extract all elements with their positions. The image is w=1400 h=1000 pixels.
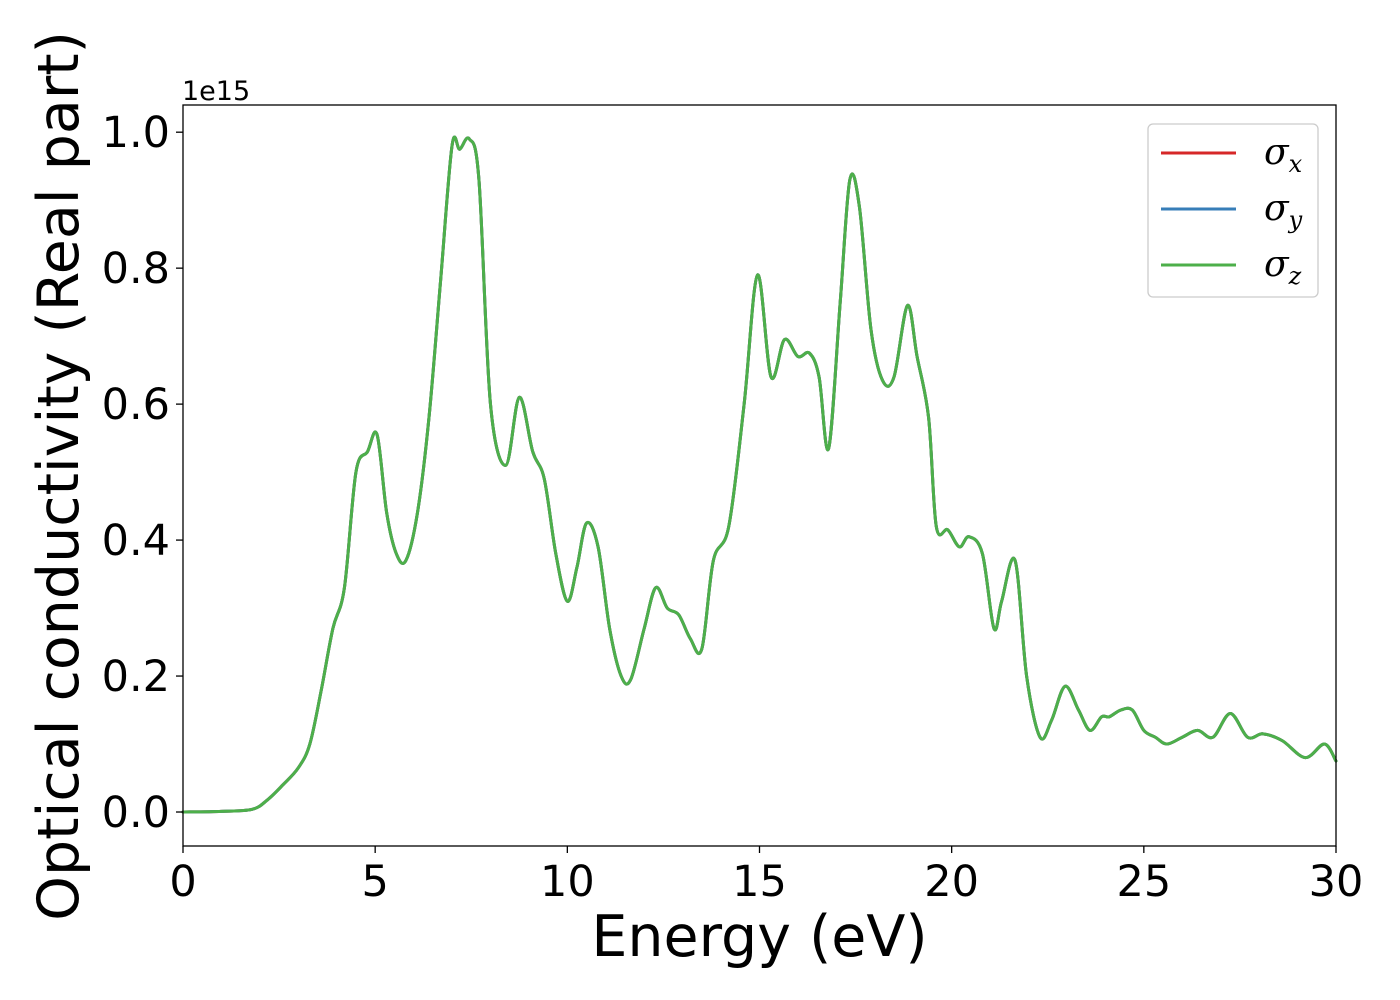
x-tick-label: 5: [361, 857, 388, 907]
legend-label-sigma-x: σx: [1264, 132, 1303, 178]
y-tick-label: 0.6: [102, 380, 170, 430]
series-group: [181, 135, 1338, 814]
y-tick-label: 0.4: [102, 516, 170, 566]
x-tick-label: 10: [540, 857, 595, 907]
x-tick-label: 15: [732, 857, 787, 907]
y-tick-label: 0.2: [102, 652, 170, 702]
x-tick-label: 20: [924, 857, 979, 907]
legend: σx σy σz: [1147, 123, 1319, 298]
y-tick-label: 1.0: [102, 108, 170, 158]
y-axis-label: Optical conductivity (Real part): [26, 31, 92, 921]
legend-label-sigma-y: σy: [1264, 188, 1303, 234]
plot-area: [181, 104, 1338, 847]
x-tick-label: 25: [1116, 857, 1171, 907]
y-axis-ticks: 0.0 0.2 0.4 0.6 0.8 1.0: [102, 108, 183, 838]
x-tick-label: 0: [169, 857, 196, 907]
y-tick-label: 0.8: [102, 244, 170, 294]
x-axis-ticks: 0 5 10 15 20 25 30: [169, 846, 1363, 907]
x-tick-label: 30: [1309, 857, 1364, 907]
y-offset-label: 1e15: [182, 76, 250, 107]
x-axis-label: Energy (eV): [591, 904, 927, 970]
series-line-sigma-z: [181, 135, 1338, 814]
y-tick-label: 0.0: [102, 788, 170, 838]
legend-label-sigma-z: σz: [1264, 244, 1302, 290]
